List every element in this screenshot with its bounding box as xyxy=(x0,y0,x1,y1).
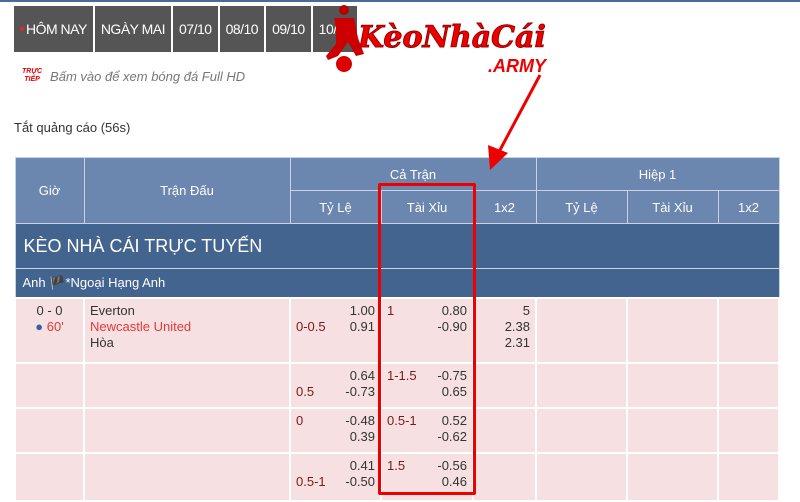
over-odds[interactable]: 0.80 xyxy=(441,302,467,318)
over-under-cell[interactable]: 0.5-1 0.52 -0.62 xyxy=(380,406,474,454)
over-under-line: 1-1.5 xyxy=(387,367,417,383)
handicap-cell[interactable]: 0.5 0.64 -0.73 xyxy=(289,361,382,409)
home-team[interactable]: Everton xyxy=(90,302,135,318)
handicap-line: 0 xyxy=(296,412,304,428)
half-1x2-cell xyxy=(717,296,780,364)
over-under-cell[interactable]: 1 0.80 -0.90 xyxy=(380,296,474,364)
player-icon xyxy=(326,5,364,72)
over-odds[interactable]: 0.52 xyxy=(441,412,467,428)
handicap-odds-away[interactable]: -0.73 xyxy=(345,383,375,399)
watermark-text: KèoNhàCái xyxy=(358,20,547,56)
live-badge: TRỰC TIẾP xyxy=(22,68,42,84)
match-cell xyxy=(83,406,291,454)
over-under-cell[interactable]: 1-1.5 -0.75 0.65 xyxy=(380,361,474,409)
header-time: Giờ xyxy=(14,157,85,224)
header-match: Trận Đấu xyxy=(83,157,291,224)
handicap-odds-home[interactable]: 1.00 xyxy=(349,302,375,318)
handicap-odds-away[interactable]: -0.50 xyxy=(345,473,375,489)
match-cell xyxy=(83,361,291,409)
under-odds[interactable]: -0.62 xyxy=(437,428,467,444)
section-title: KÈO NHÀ CÁI TRỰC TUYẾN xyxy=(14,223,780,269)
over-odds[interactable]: -0.56 xyxy=(437,457,467,473)
1x2-odds[interactable]: 2.38 xyxy=(504,318,530,334)
under-odds[interactable]: -0.90 xyxy=(437,318,467,334)
league-country: Anh xyxy=(22,274,46,290)
over-under-line: 0.5-1 xyxy=(387,412,417,428)
header-half-1x2: 1x2 xyxy=(717,190,780,224)
watermark-army: .ARMY xyxy=(488,56,546,76)
match-row: 0.5 0.64 -0.73 1-1.5 -0.75 0.65 xyxy=(14,361,780,409)
active-dot-icon xyxy=(20,27,24,31)
half-1x2-cell xyxy=(717,451,780,502)
draw-label: Hòa xyxy=(90,334,114,350)
handicap-odds-away[interactable]: 0.39 xyxy=(349,428,375,444)
half-1x2-cell xyxy=(717,406,780,454)
handicap-cell[interactable]: 0.5-1 0.41 -0.50 xyxy=(289,451,382,502)
live-badge-top: TRỰC xyxy=(22,68,43,75)
half-over-under-cell xyxy=(626,451,719,502)
score: 0 - 0 xyxy=(36,302,63,318)
half-over-under-cell xyxy=(626,361,719,409)
close-ads-link[interactable]: Tắt quảng cáo (56s) xyxy=(14,120,131,135)
under-odds[interactable]: 0.65 xyxy=(441,383,467,399)
live-dot-icon: ● xyxy=(35,318,44,334)
watermark-logo: KèoNhàCái .ARMY xyxy=(318,4,578,76)
tab-today[interactable]: HÔM NAY xyxy=(14,6,93,52)
header-over-under: Tài Xỉu xyxy=(380,190,474,224)
odds-table: Giờ Trận Đấu Cả Trận Hiệp 1 Tỷ Lệ Tài Xỉ… xyxy=(14,157,780,502)
time-cell xyxy=(14,361,85,409)
live-stream-link[interactable]: TRỰC TIẾP Bấm vào để xem bóng đá Full HD xyxy=(22,68,245,84)
half-over-under-cell xyxy=(626,296,719,364)
under-odds[interactable]: 0.46 xyxy=(441,473,467,489)
top-border xyxy=(0,0,800,2)
tab-0910[interactable]: 09/10 xyxy=(266,6,311,52)
tab-label: HÔM NAY xyxy=(26,21,87,37)
match-row: 0 - 0 ● 60' Everton Newcastle United Hòa 0-0.… xyxy=(14,296,780,364)
time-cell xyxy=(14,451,85,502)
header-1x2: 1x2 xyxy=(472,190,537,224)
match-cell xyxy=(83,451,291,502)
time-cell: 0 - 0 ● 60' xyxy=(14,296,85,364)
handicap-odds-home[interactable]: 0.41 xyxy=(349,457,375,473)
live-text: Bấm vào để xem bóng đá Full HD xyxy=(50,68,246,84)
half-1x2-cell xyxy=(717,361,780,409)
handicap-line: 0-0.5 xyxy=(296,318,326,334)
header-half-handicap: Tỷ Lệ xyxy=(535,190,628,224)
league-row[interactable]: Anh 🏴*Ngoại Hạng Anh xyxy=(14,268,780,298)
half-handicap-cell xyxy=(535,406,628,454)
1x2-cell[interactable]: 5 2.38 2.31 xyxy=(472,296,537,364)
over-odds[interactable]: -0.75 xyxy=(437,367,467,383)
match-cell[interactable]: Everton Newcastle United Hòa xyxy=(83,296,291,364)
half-over-under-cell xyxy=(626,406,719,454)
half-handicap-cell xyxy=(535,296,628,364)
match-minute: 60' xyxy=(46,318,64,334)
tab-tomorrow[interactable]: NGÀY MAI xyxy=(94,6,172,52)
header-first-half: Hiệp 1 xyxy=(535,157,780,191)
handicap-line: 0.5 xyxy=(296,383,315,399)
highlight-box xyxy=(378,183,476,495)
handicap-odds-away[interactable]: 0.91 xyxy=(349,318,375,334)
over-under-line: 1.5 xyxy=(387,457,406,473)
time-cell xyxy=(14,406,85,454)
live-badge-bottom: TIẾP xyxy=(24,76,40,83)
1x2-odds[interactable]: 5 xyxy=(522,302,530,318)
handicap-odds-home[interactable]: -0.48 xyxy=(345,412,375,428)
tab-0810[interactable]: 08/10 xyxy=(219,6,265,52)
handicap-odds-home[interactable]: 0.64 xyxy=(349,367,375,383)
1x2-odds[interactable]: 2.31 xyxy=(504,334,530,350)
date-tabs: HÔM NAY NGÀY MAI 07/10 08/10 09/10 10/10 xyxy=(14,6,358,52)
tab-0710[interactable]: 07/10 xyxy=(173,6,218,52)
flag-icon: 🏴 xyxy=(49,274,66,290)
league-name: *Ngoại Hạng Anh xyxy=(65,274,166,290)
away-team[interactable]: Newcastle United xyxy=(90,318,192,334)
1x2-cell[interactable] xyxy=(472,406,537,454)
half-handicap-cell xyxy=(535,361,628,409)
handicap-line: 0.5-1 xyxy=(296,473,326,489)
over-under-line: 1 xyxy=(387,302,395,318)
